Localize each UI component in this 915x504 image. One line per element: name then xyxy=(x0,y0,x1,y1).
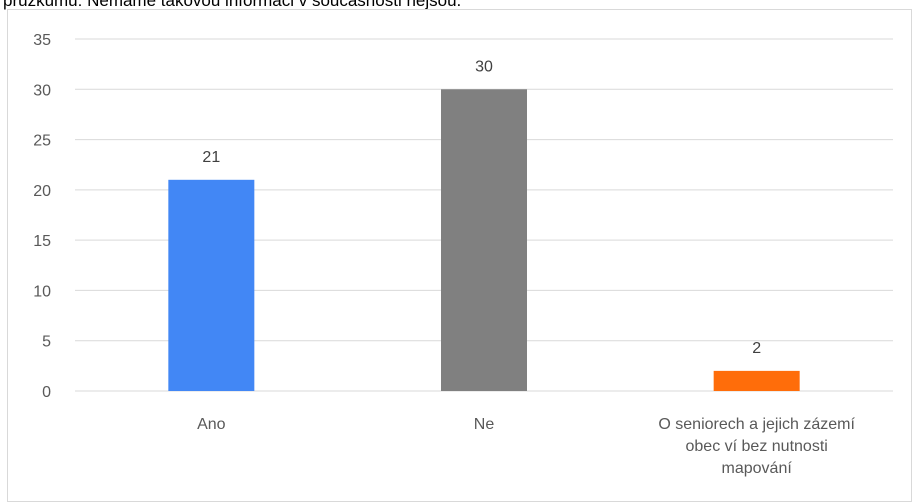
x-tick-label: Ne xyxy=(474,416,495,433)
x-tick-label: O seniorech a jejich zázemí obec ví bez n… xyxy=(658,416,855,477)
data-label: 30 xyxy=(475,58,493,75)
y-tick-label: 5 xyxy=(42,334,51,351)
y-tick-label: 25 xyxy=(33,133,51,150)
bars xyxy=(168,89,800,392)
y-tick-label: 20 xyxy=(33,183,51,200)
data-labels: 21 30 2 xyxy=(202,58,761,357)
y-tick-label: 15 xyxy=(33,233,51,250)
x-tick-label: Ano xyxy=(197,416,226,433)
y-axis-ticks: 0 5 10 15 20 25 30 35 xyxy=(33,32,51,401)
data-label: 2 xyxy=(752,340,761,357)
figure-caption-fragment: průzkumu: Nemáme takovou informaci v sou… xyxy=(3,0,462,10)
y-tick-label: 30 xyxy=(33,82,51,99)
y-tick-label: 35 xyxy=(33,32,51,49)
bar xyxy=(713,370,800,391)
bar xyxy=(168,179,255,391)
bar xyxy=(441,89,527,392)
data-label: 21 xyxy=(202,149,220,166)
y-tick-label: 0 xyxy=(42,384,51,401)
x-axis-ticks: Ano Ne O seniorech a jejich zázemí obec ví … xyxy=(197,416,855,477)
y-tick-label: 10 xyxy=(33,283,51,300)
